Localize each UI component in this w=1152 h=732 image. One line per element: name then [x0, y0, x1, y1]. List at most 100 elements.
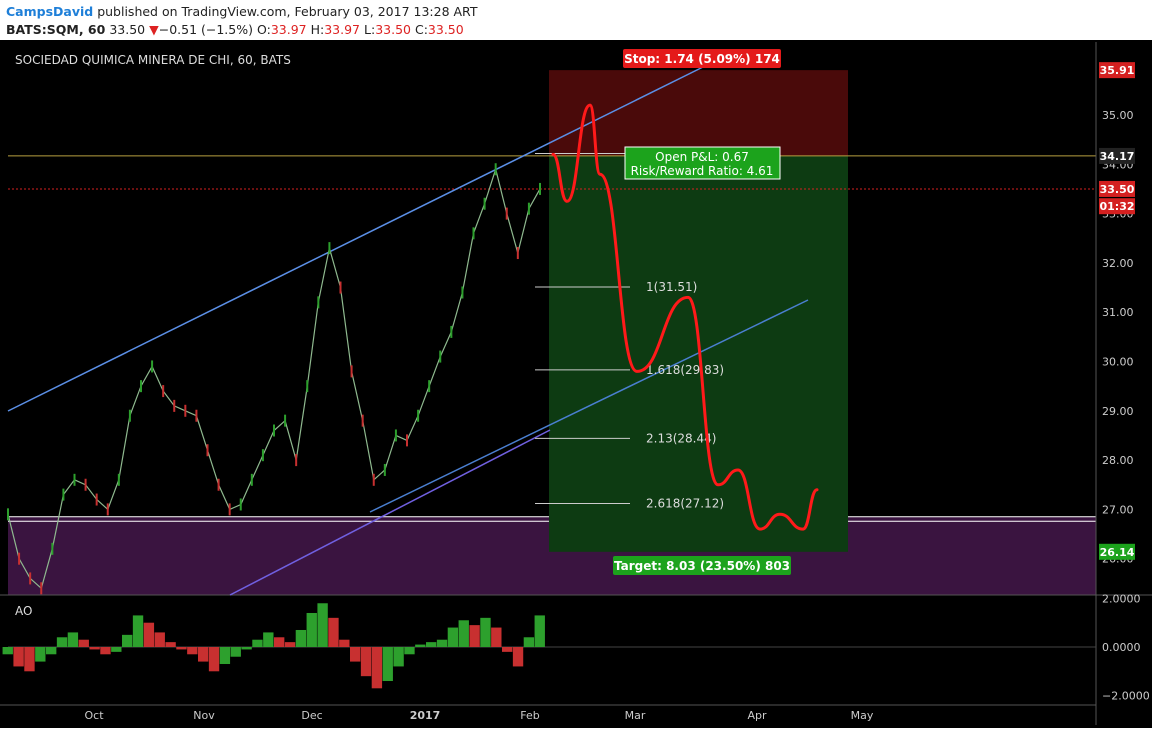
ao-bar [339, 639, 350, 647]
time-axis-label: Nov [193, 709, 215, 722]
channel-upper-line [7, 65, 706, 412]
ao-bar [230, 647, 241, 657]
ao-bar [111, 647, 122, 652]
last-price: 33.50 [109, 22, 146, 37]
ao-tick-label: 0.0000 [1102, 641, 1141, 654]
price-tick-label: 35.00 [1102, 109, 1134, 122]
fib-level-label: 2.618(27.12) [646, 496, 724, 510]
price-flag-label: 01:32 [1099, 200, 1134, 213]
ao-bar [46, 647, 57, 655]
ao-bar [274, 637, 285, 647]
ao-bar [176, 647, 187, 650]
fib-level-label: 1(31.51) [646, 280, 697, 294]
price-flag [1099, 62, 1135, 79]
chart-area[interactable]: 0(34.22)1(31.51)1.618(29.83)2.13(28.44)2… [0, 40, 1152, 728]
ao-bar [132, 615, 144, 647]
projection-path [551, 103, 819, 531]
down-arrow-icon: ▼ [149, 22, 159, 37]
target-label: Target: 8.03 (23.50%) 803 [614, 559, 790, 573]
ao-bar [382, 647, 393, 682]
price-flag-label: 35.91 [1100, 64, 1135, 77]
publish-header: CampsDavid published on TradingView.com,… [0, 0, 1152, 40]
target-label-bg [613, 556, 791, 575]
ao-bar [284, 642, 296, 647]
ao-bar [78, 639, 89, 647]
ao-bar [263, 632, 274, 647]
ao-bar [436, 639, 448, 647]
ao-bar [100, 647, 111, 655]
ao-bar [371, 647, 383, 689]
ao-bar [295, 629, 307, 647]
ao-tick-label: 2.0000 [1102, 592, 1141, 605]
symbol-label: BATS:SQM, 60 [6, 22, 106, 37]
publish-line: CampsDavid published on TradingView.com,… [6, 4, 477, 19]
price-tick-label: 28.00 [1102, 454, 1134, 467]
price-change: −0.51 (−1.5%) [158, 22, 253, 37]
open-value: 33.97 [270, 22, 307, 37]
price-flag-label: 33.50 [1100, 183, 1135, 196]
ao-bar [523, 637, 535, 647]
price-flag [1099, 543, 1135, 560]
ao-bar [13, 647, 24, 667]
low-value: 33.50 [375, 22, 411, 37]
ao-bar [187, 647, 198, 655]
ao-bar [447, 627, 459, 647]
ao-title: AO [15, 604, 32, 618]
time-axis-label: Dec [301, 709, 322, 722]
ao-bar [67, 632, 79, 647]
ao-bar [469, 625, 480, 647]
ao-bar [491, 627, 502, 647]
pnl-label: Open P&L: 0.67 [655, 150, 749, 164]
price-chart[interactable]: 0(34.22)1(31.51)1.618(29.83)2.13(28.44)2… [0, 40, 1152, 728]
price-tick-label: 29.00 [1102, 405, 1134, 418]
ao-bar [360, 647, 372, 677]
price-flag [1099, 180, 1135, 197]
ao-bar [350, 647, 361, 662]
price-tick-label: 31.00 [1102, 306, 1134, 319]
high-value: 33.97 [324, 22, 361, 37]
ao-bar [89, 647, 100, 650]
price-flag [1099, 198, 1135, 215]
ao-bar [2, 647, 13, 655]
open-label: O: [256, 22, 271, 37]
ao-bar [306, 612, 317, 647]
ao-bar [241, 647, 252, 650]
time-axis-label: Oct [84, 709, 104, 722]
channel-mid-line [369, 299, 809, 513]
time-axis-label: 2017 [410, 709, 441, 722]
ao-bar [122, 634, 133, 647]
channel-lower-line [229, 429, 551, 596]
ao-bar [154, 632, 165, 647]
stop-zone [549, 70, 848, 156]
low-label: L: [364, 22, 376, 37]
ao-bar [534, 615, 545, 647]
ao-bar [24, 647, 35, 672]
close-value: 33.50 [427, 22, 464, 37]
ao-bar [393, 647, 404, 667]
ao-bar [317, 603, 328, 647]
chart-title: SOCIEDAD QUIMICA MINERA DE CHI, 60, BATS [15, 53, 291, 67]
ao-bar [165, 642, 176, 647]
time-axis-label: Apr [747, 709, 767, 722]
price-tick-label: 27.00 [1102, 503, 1134, 516]
stop-label-bg [623, 49, 781, 68]
ohlc-line: BATS:SQM, 60 33.50 ▼−0.51 (−1.5%) O:33.9… [6, 22, 464, 37]
ao-bar [219, 647, 231, 665]
publish-info: published on TradingView.com, February 0… [93, 4, 478, 19]
ao-bar [480, 617, 491, 647]
ao-bar [415, 644, 426, 647]
ao-bar [35, 647, 46, 662]
author-link[interactable]: CampsDavid [6, 4, 94, 19]
risk-reward-label: Risk/Reward Ratio: 4.61 [631, 164, 774, 178]
price-tick-label: 32.00 [1102, 257, 1134, 270]
pnl-box [624, 146, 781, 180]
fib-level-label: 1.618(29.83) [646, 363, 724, 377]
fib-level-label: 2.13(28.44) [646, 431, 716, 445]
ao-bar [512, 647, 524, 667]
price-tick-label: 30.00 [1102, 356, 1134, 369]
ao-bar [502, 647, 513, 652]
high-label: H: [310, 22, 325, 37]
price-flag-label: 26.14 [1100, 546, 1135, 559]
ao-bar [458, 620, 469, 647]
time-axis-label: May [851, 709, 874, 722]
